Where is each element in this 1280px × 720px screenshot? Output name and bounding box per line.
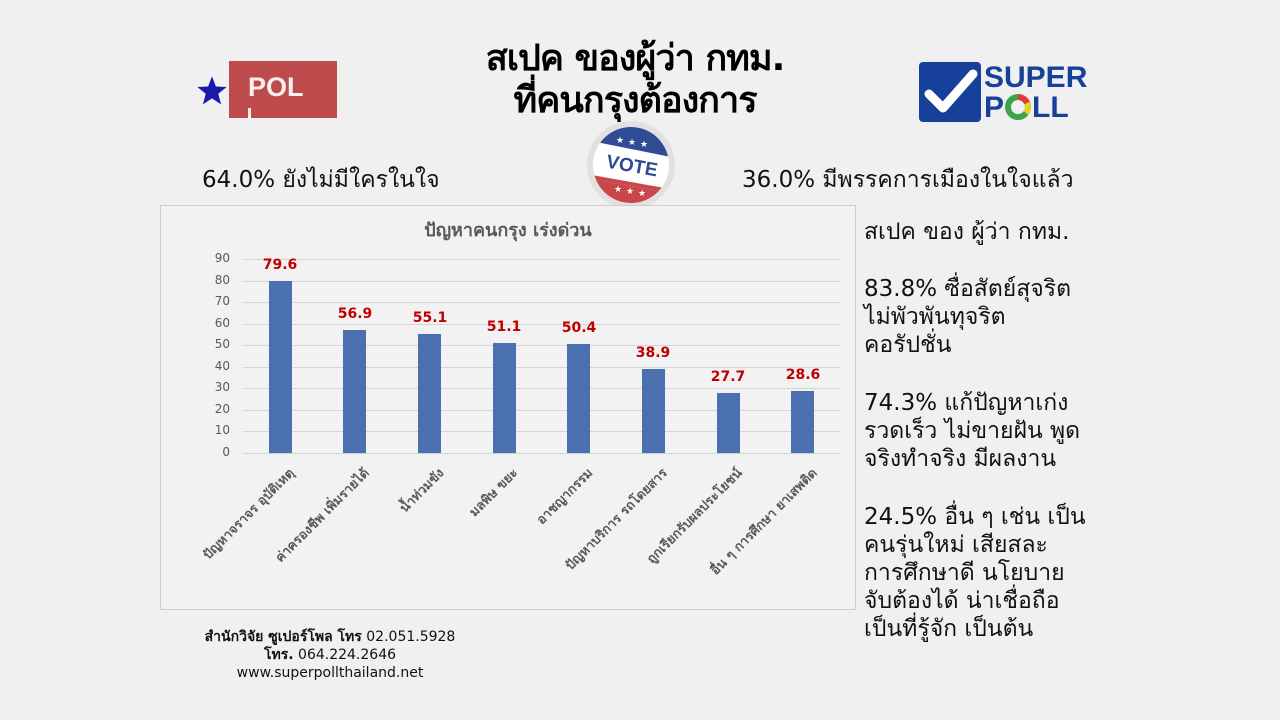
bar-value-label: 38.9 [635, 345, 671, 361]
bar-value-label: 56.9 [337, 306, 373, 322]
pol-logo-box [229, 61, 337, 118]
pol-logo-text: POL [248, 72, 304, 102]
bar-value-label: 28.6 [785, 367, 821, 383]
footer-phone-1: 02.051.5928 [366, 629, 456, 645]
y-tick-label: 0 [222, 445, 230, 459]
spec-item-problem-solving: 74.3% แก้ปัญหาเก่ง รวดเร็ว ไม่ขายฝัน พูด… [864, 389, 1080, 473]
bar-value-label: 51.1 [486, 319, 522, 335]
y-tick-label: 30 [214, 380, 230, 394]
footer-phone-label: โทร. [263, 647, 294, 663]
y-tick-label: 10 [214, 423, 230, 437]
bar [567, 344, 590, 453]
footer-contact: สำนักวิจัย ซูเปอร์โพล โทร 02.051.5928 โท… [180, 628, 480, 682]
vote-badge-icon: ★ ★ ★ ★ ★ ★ VOTE [587, 121, 675, 209]
y-tick-label: 90 [214, 251, 230, 265]
superpoll-logo-ll: LL [1032, 91, 1069, 124]
bar [269, 281, 292, 453]
summary-no-choice: 64.0% ยังไม่มีใครในใจ [202, 167, 440, 193]
superpoll-logo-box [919, 62, 981, 122]
title-line-2: ที่คนกรุงต้องการ [513, 80, 757, 121]
spec-item-other: 24.5% อื่น ๆ เช่น เป็น คนรุ่นใหม่ เสียสล… [864, 503, 1086, 643]
gridline [243, 259, 840, 260]
y-tick-label: 70 [214, 294, 230, 308]
pie-o-icon [1005, 94, 1032, 120]
footer-org-label: สำนักวิจัย ซูเปอร์โพล โทร [204, 629, 362, 645]
bar [642, 369, 665, 453]
bar [418, 334, 441, 453]
gridline [243, 281, 840, 282]
spec-heading: สเปค ของ ผู้ว่า กทม. [864, 219, 1070, 245]
summary-has-party: 36.0% มีพรรคการเมืองในใจแล้ว [742, 167, 1074, 193]
spec-line: 74.3% แก้ปัญหาเก่ง [864, 390, 1069, 416]
spec-line: 83.8% ซื่อสัตย์สุจริต [864, 276, 1072, 302]
spec-line: คนรุ่นใหม่ เสียสละ [864, 532, 1048, 558]
svg-text:★: ★ [628, 138, 636, 148]
footer-website[interactable]: www.superpollthailand.net [236, 665, 424, 681]
chart-title: ปัญหาคนกรุง เร่งด่วน [424, 220, 592, 241]
spec-line: รวดเร็ว ไม่ขายฝัน พูด [864, 418, 1081, 444]
svg-text:★: ★ [614, 185, 622, 195]
bar [343, 330, 366, 453]
page-title: สเปค ของผู้ว่า กทม. ที่คนกรุงต้องการ [400, 38, 870, 122]
bar [717, 393, 740, 453]
svg-text:★: ★ [626, 187, 634, 197]
y-tick-label: 60 [214, 316, 230, 330]
pol-logo-notch [248, 108, 251, 118]
gridline [243, 302, 840, 303]
superpoll-logo-super: SUPER [984, 61, 1088, 94]
y-tick-label: 50 [214, 337, 230, 351]
star-icon [197, 76, 227, 105]
bar-value-label: 27.7 [710, 369, 746, 385]
gridline [243, 453, 840, 454]
superpoll-logo-poll: P LL [984, 93, 1069, 123]
spec-line: จริงทำจริง มีผลงาน [864, 446, 1057, 472]
spec-line: เป็นที่รู้จัก เป็นต้น [864, 616, 1034, 642]
superpoll-logo-p: P [984, 91, 1005, 124]
y-tick-label: 20 [214, 402, 230, 416]
spec-line: จับต้องได้ น่าเชื่อถือ [864, 588, 1060, 614]
bar-value-label: 79.6 [262, 257, 298, 273]
gridline [243, 410, 840, 411]
bar [791, 391, 814, 453]
spec-line: 24.5% อื่น ๆ เช่น เป็น [864, 504, 1086, 530]
spec-line: การศึกษาดี นโยบาย [864, 560, 1065, 586]
y-tick-label: 80 [214, 273, 230, 287]
gridline [243, 367, 840, 368]
gridline [243, 431, 840, 432]
footer-phone-2: 064.224.2646 [298, 647, 397, 663]
bar [493, 343, 516, 453]
spec-line: ไม่พัวพันทุจริต [864, 304, 1006, 330]
bar-value-label: 50.4 [561, 320, 597, 336]
gridline [243, 388, 840, 389]
gridline [243, 345, 840, 346]
spec-item-honesty: 83.8% ซื่อสัตย์สุจริต ไม่พัวพันทุจริต คอ… [864, 275, 1071, 359]
svg-text:★: ★ [638, 189, 646, 199]
svg-text:★: ★ [616, 136, 624, 146]
checkmark-icon [924, 69, 978, 113]
title-line-1: สเปค ของผู้ว่า กทม. [485, 38, 786, 79]
y-tick-label: 40 [214, 359, 230, 373]
svg-text:★: ★ [640, 140, 648, 150]
gridline [243, 324, 840, 325]
bar-value-label: 55.1 [412, 310, 448, 326]
spec-line: คอรัปชั่น [864, 332, 952, 358]
